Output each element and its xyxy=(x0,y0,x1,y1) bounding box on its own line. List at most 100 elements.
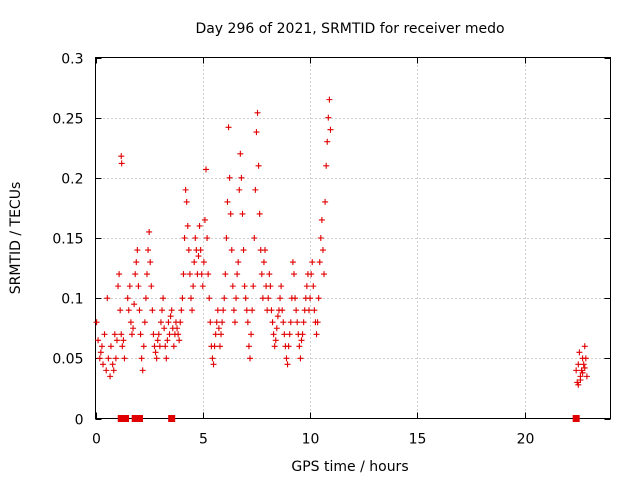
data-point xyxy=(96,355,103,362)
data-point xyxy=(244,319,251,326)
data-point xyxy=(136,307,143,314)
data-point xyxy=(214,307,221,314)
data-point xyxy=(141,319,148,326)
y-tick-label: 0.15 xyxy=(52,232,83,248)
data-point xyxy=(319,247,326,254)
data-point xyxy=(287,319,294,326)
data-point xyxy=(311,307,318,314)
data-point xyxy=(117,307,124,314)
data-point xyxy=(315,295,322,302)
data-point xyxy=(218,331,225,338)
data-point xyxy=(245,343,252,350)
data-point xyxy=(272,337,279,344)
data-point xyxy=(168,307,175,314)
data-point xyxy=(231,319,238,326)
data-point xyxy=(281,331,288,338)
data-point xyxy=(189,307,196,314)
data-point xyxy=(118,153,125,160)
data-point xyxy=(298,337,305,344)
data-point xyxy=(253,129,260,136)
data-point xyxy=(222,271,229,278)
data-point xyxy=(575,381,582,388)
data-point xyxy=(111,331,118,338)
data-point xyxy=(577,376,584,383)
gap-marker xyxy=(168,415,176,422)
data-point xyxy=(95,337,102,344)
data-point xyxy=(145,247,152,254)
data-point xyxy=(160,295,167,302)
data-point xyxy=(126,283,133,290)
data-point xyxy=(299,331,306,338)
data-point xyxy=(140,343,147,350)
data-point xyxy=(118,331,125,338)
data-point xyxy=(309,259,316,266)
data-point xyxy=(583,373,590,380)
data-point xyxy=(251,235,258,241)
data-point xyxy=(204,235,211,241)
data-point xyxy=(199,283,206,290)
data-point xyxy=(266,271,273,278)
data-point xyxy=(148,283,155,290)
data-point xyxy=(267,283,274,290)
data-point xyxy=(209,355,216,362)
data-point xyxy=(153,355,160,362)
x-tick-label: 10 xyxy=(302,432,320,448)
data-point xyxy=(300,319,307,326)
data-point xyxy=(105,355,112,362)
plot-frame xyxy=(95,57,611,419)
x-tick-label: 5 xyxy=(199,432,208,448)
data-point xyxy=(200,259,207,266)
data-point xyxy=(228,247,235,254)
chart-title: Day 296 of 2021, SRMTID for receiver med… xyxy=(195,21,504,37)
data-point xyxy=(162,343,169,350)
data-point xyxy=(285,343,292,350)
data-point xyxy=(182,186,189,193)
data-point xyxy=(318,216,325,223)
data-point xyxy=(256,210,263,217)
data-point xyxy=(280,319,287,326)
data-point xyxy=(220,307,227,314)
data-point xyxy=(179,295,186,302)
data-point xyxy=(124,295,131,302)
data-point xyxy=(201,216,208,223)
data-point xyxy=(576,349,583,356)
data-point xyxy=(289,259,296,266)
data-point xyxy=(151,343,158,350)
data-point xyxy=(154,337,161,344)
data-point xyxy=(120,337,127,344)
y-tick-label: 0.2 xyxy=(61,172,83,188)
data-point xyxy=(197,247,204,254)
data-point xyxy=(324,138,331,145)
data-point xyxy=(167,313,174,320)
data-point xyxy=(235,259,242,266)
data-point xyxy=(269,319,276,326)
data-point xyxy=(128,331,135,338)
data-point xyxy=(205,271,212,278)
data-point xyxy=(270,331,277,338)
data-point xyxy=(582,355,589,362)
data-point xyxy=(152,349,159,356)
data-point xyxy=(575,361,582,368)
data-point xyxy=(236,186,243,193)
x-tick-label: 20 xyxy=(517,432,535,448)
data-point xyxy=(190,283,197,290)
data-point xyxy=(265,295,272,302)
data-point xyxy=(230,307,237,314)
data-point xyxy=(213,319,220,326)
data-point xyxy=(239,210,246,217)
data-point xyxy=(183,198,190,205)
data-point xyxy=(573,367,580,374)
data-point xyxy=(155,331,162,338)
data-point xyxy=(138,355,145,362)
data-point xyxy=(215,325,222,332)
data-point xyxy=(131,301,138,308)
data-point xyxy=(224,198,231,205)
data-point xyxy=(161,325,168,332)
data-point xyxy=(212,331,219,338)
data-point xyxy=(146,228,153,235)
data-point xyxy=(219,319,226,326)
data-point xyxy=(178,307,185,314)
data-point xyxy=(107,373,114,380)
data-point xyxy=(294,319,301,326)
data-point xyxy=(186,271,193,278)
